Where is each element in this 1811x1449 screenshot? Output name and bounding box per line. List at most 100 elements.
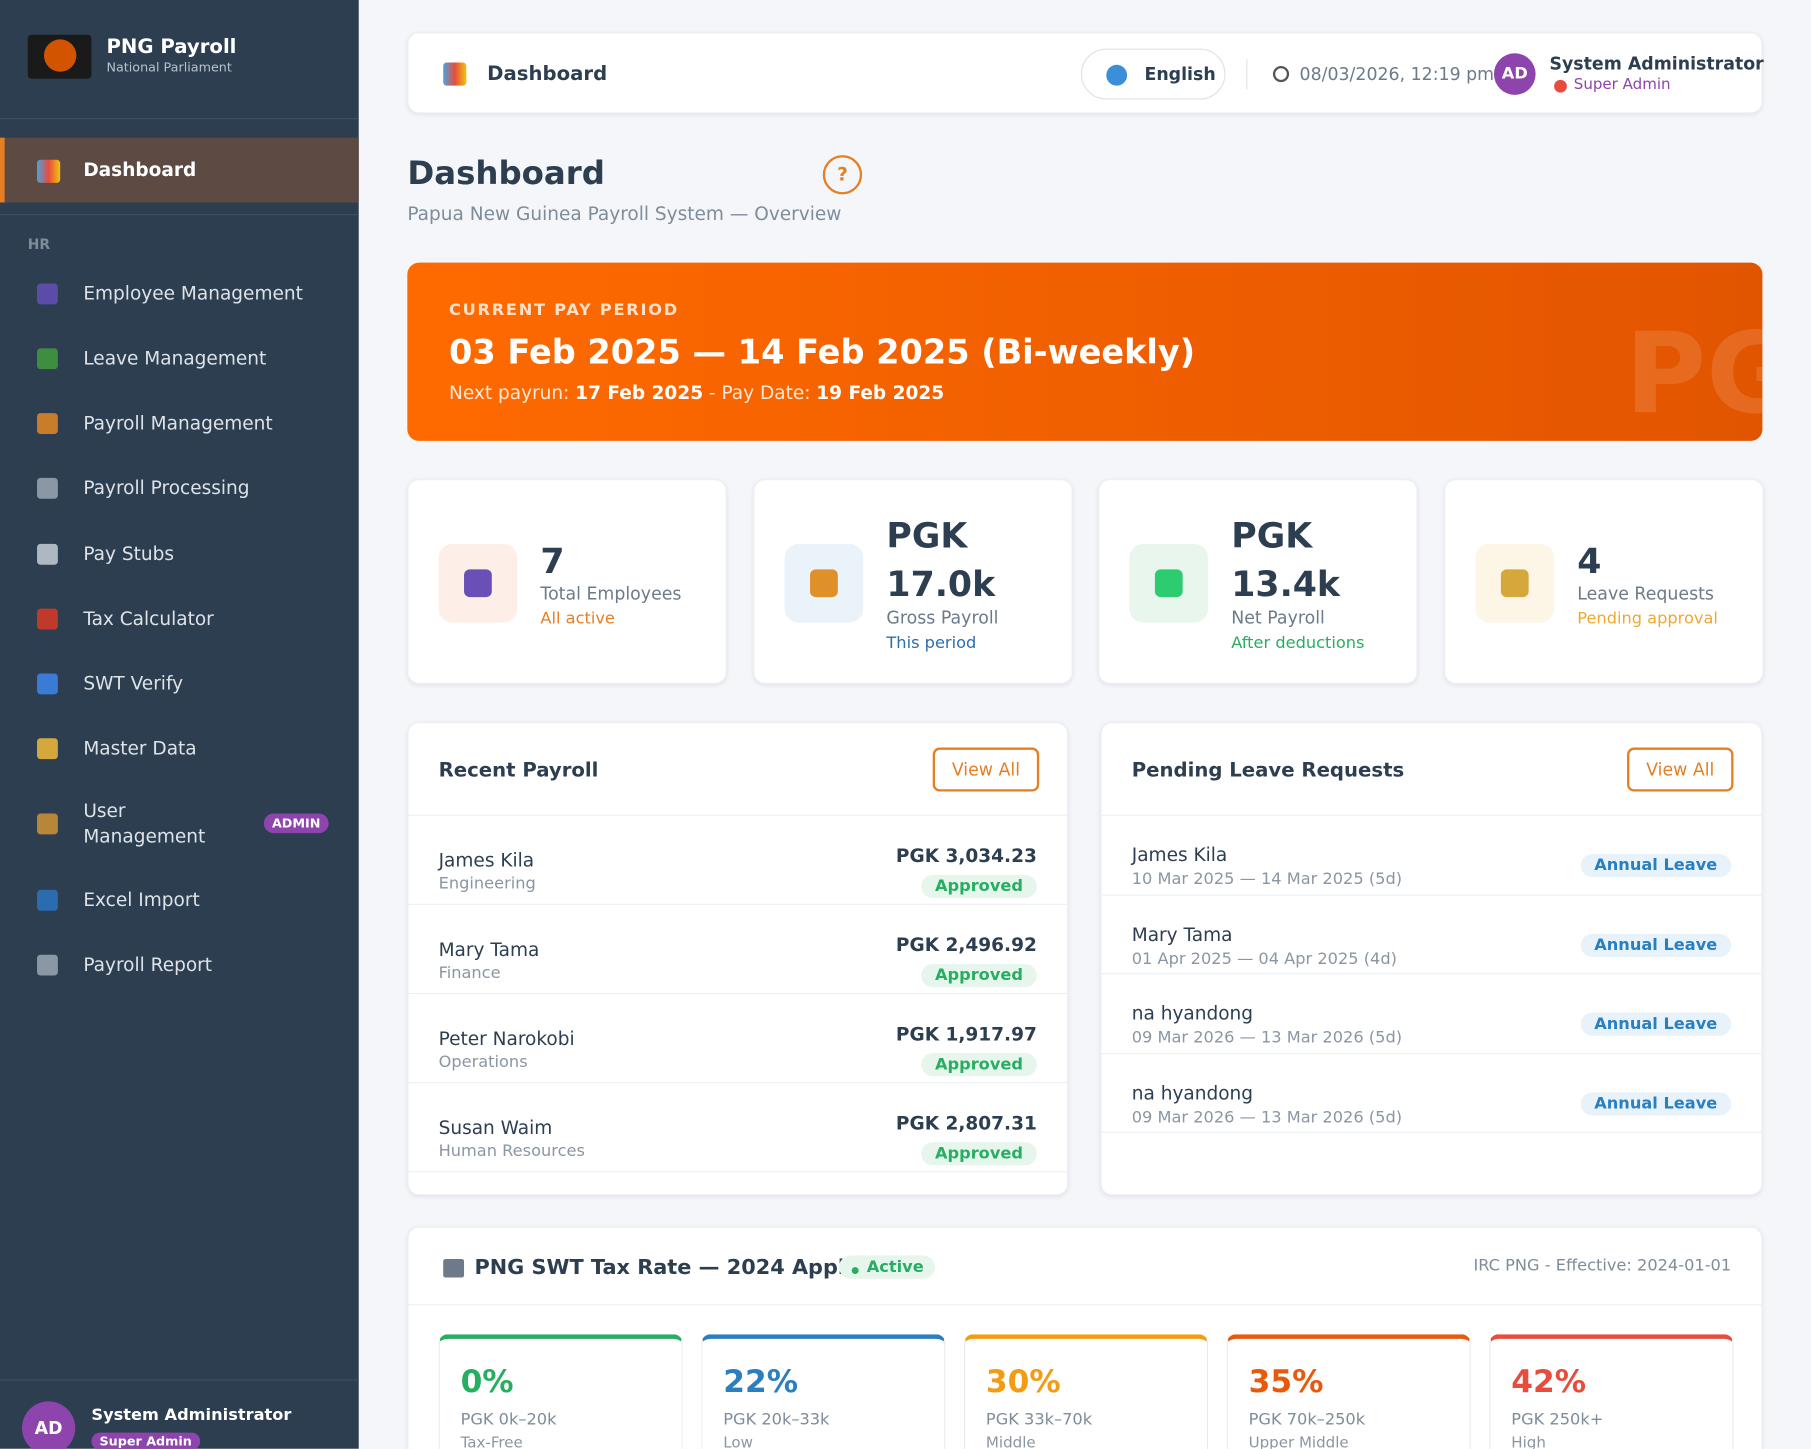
status-badge: Approved	[921, 1053, 1037, 1077]
nav-label: Payroll Management	[83, 411, 273, 434]
nav-label: Pay Stubs	[83, 542, 174, 565]
nav-label: Employee Management	[83, 282, 303, 305]
status-badge: Approved	[921, 1142, 1037, 1166]
nav-item[interactable]: Payroll Processing	[0, 458, 359, 518]
nav-item[interactable]: SWT Verify	[0, 654, 359, 714]
amount: PGK 2,496.92	[895, 933, 1037, 956]
stat-note: This period	[886, 634, 977, 653]
help-button[interactable]: ?	[822, 155, 863, 195]
next-label: Next payrun:	[448, 381, 570, 404]
nav-label: Dashboard	[83, 158, 197, 181]
user-name: System Administrator	[1549, 53, 1764, 75]
panel: Pending Leave Requests View All James Kila…	[1100, 722, 1763, 1196]
nav-item[interactable]: Payroll Report	[0, 935, 359, 995]
nav-icon	[37, 813, 58, 835]
leave-dates: 10 Mar 2025 — 14 Mar 2025 (5d)	[1131, 870, 1403, 889]
divider	[408, 1171, 1067, 1173]
nav-item[interactable]: Payroll Management	[0, 393, 359, 453]
view-all-button[interactable]: View All	[1627, 747, 1734, 792]
page-subtitle: Papua New Guinea Payroll System — Overvi…	[407, 202, 842, 225]
nav-item[interactable]: Pay Stubs	[0, 524, 359, 584]
avatar: AD	[1493, 53, 1536, 95]
tax-icon	[443, 1259, 465, 1278]
stat-note: Pending approval	[1577, 609, 1718, 629]
amount: PGK 3,034.23	[895, 844, 1037, 867]
stat-value: 4	[1577, 541, 1602, 583]
tax-tier: Low	[723, 1434, 753, 1449]
employee-name: Mary Tama	[1131, 922, 1233, 945]
avatar: AD	[21, 1401, 76, 1449]
nav-icon	[37, 738, 58, 760]
divider	[408, 814, 1067, 816]
divider	[1101, 1052, 1762, 1054]
nav-item-active[interactable]: Dashboard	[0, 137, 359, 203]
banner-next: Next payrun: 17 Feb 2025- Pay Date: 19 Feb…	[449, 382, 944, 404]
status-badge: Approved	[921, 963, 1037, 988]
nav-icon	[37, 348, 58, 370]
watermark: PG	[1624, 308, 1763, 439]
nav-icon	[37, 608, 58, 630]
nav-icon	[37, 477, 58, 499]
tax-tier: Middle	[985, 1434, 1036, 1449]
nav-item[interactable]: Master Data	[0, 719, 359, 779]
nav-item[interactable]: Tax Calculator	[0, 589, 359, 649]
stat-note: All active	[540, 609, 615, 629]
tax-tier: High	[1511, 1434, 1546, 1449]
employee-name: na hyandong	[1131, 1081, 1254, 1104]
view-all-button[interactable]: View All	[932, 747, 1040, 792]
department: Human Resources	[438, 1142, 585, 1161]
status-badge: Approved	[921, 874, 1037, 898]
employee-name: Peter Narokobi	[438, 1027, 575, 1050]
badge: ADMIN	[263, 813, 329, 834]
nav-icon	[37, 413, 58, 434]
nav-label: Leave Management	[83, 347, 267, 370]
nav-icon	[37, 673, 58, 695]
nav-label: Payroll Report	[83, 953, 213, 976]
stat-icon	[1500, 569, 1529, 598]
banner: PG CURRENT PAY PERIOD 03 Feb 2025 — 14 Feb…	[407, 262, 1763, 441]
datetime: 08/03/2026, 12:19 pm	[1299, 63, 1495, 85]
divider	[0, 1379, 359, 1381]
stat-icon	[810, 569, 838, 598]
nav-label: Master Data	[83, 737, 197, 760]
nav-label: Payroll Processing	[83, 476, 250, 499]
nav-item[interactable]: Excel Import	[0, 870, 359, 930]
stat-card: 7 Total Employees All active	[407, 479, 727, 684]
logo-emblem	[43, 39, 77, 72]
divider	[408, 1081, 1067, 1084]
status-badge: Active	[838, 1255, 936, 1279]
status-dot	[851, 1267, 859, 1275]
employee-name: Susan Waim	[438, 1116, 553, 1139]
nav-item[interactable]: User Management ADMIN	[0, 794, 359, 854]
tax-range: PGK 70k–250k	[1248, 1410, 1366, 1430]
brand: PNG Payroll	[106, 35, 237, 60]
stat-label: Leave Requests	[1577, 583, 1714, 605]
stat-icon	[1154, 569, 1183, 598]
tax-rate: 35%	[1248, 1364, 1324, 1401]
leave-type-badge: Annual Leave	[1580, 933, 1732, 957]
language-button[interactable]: English	[1080, 48, 1226, 100]
divider	[408, 1304, 1764, 1306]
nav-icon	[37, 543, 58, 565]
employee-name: Mary Tama	[438, 938, 540, 961]
stat-card: 4 Leave Requests Pending approval	[1444, 479, 1764, 684]
amount: PGK 1,917.97	[895, 1022, 1037, 1045]
tax-bracket: 42% PGK 250k+ High	[1489, 1334, 1734, 1449]
nav-item[interactable]: Employee Management	[0, 264, 359, 324]
nav-item[interactable]: Leave Management	[0, 329, 359, 389]
stat-note: After deductions	[1231, 634, 1365, 653]
nav-label: Excel Import	[83, 888, 200, 911]
next-date: 17 Feb 2025	[575, 381, 704, 404]
page-title: Dashboard	[407, 153, 605, 193]
banner-period: 03 Feb 2025 — 14 Feb 2025 (Bi-weekly)	[448, 332, 1196, 372]
tax-source: IRC PNG - Effective: 2024-01-01	[1473, 1256, 1732, 1276]
org: National Parliament	[106, 60, 232, 76]
stat-label: Total Employees	[540, 583, 682, 605]
nav-icon	[37, 889, 58, 911]
tax-tier: Tax-Free	[460, 1434, 523, 1449]
divider	[408, 903, 1067, 905]
amount: PGK 2,807.31	[895, 1112, 1037, 1135]
stat-value: 7	[540, 541, 565, 583]
clock	[1272, 65, 1290, 83]
